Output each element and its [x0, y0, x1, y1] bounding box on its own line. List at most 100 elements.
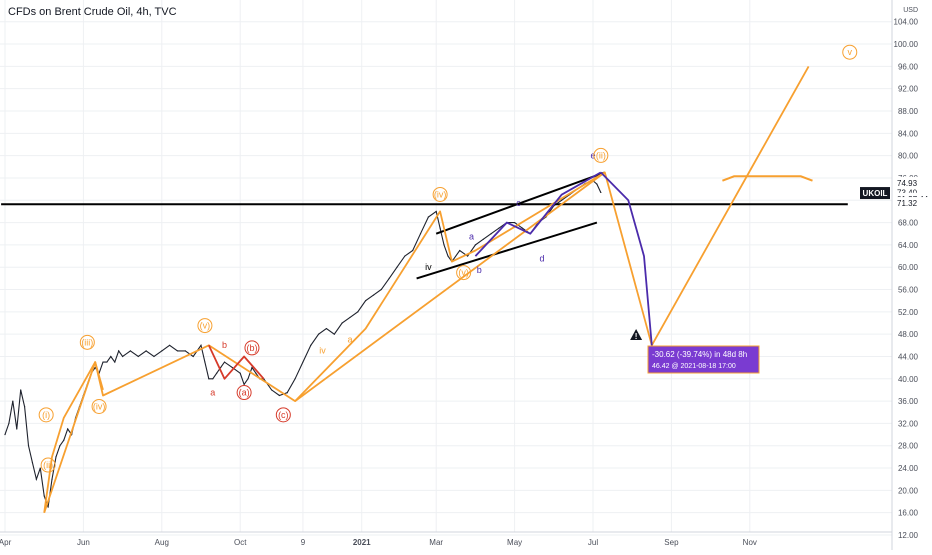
wave-label-text: (a) — [239, 388, 250, 398]
y-tick-label: 80.00 — [898, 152, 919, 161]
wave-label: iv — [319, 346, 326, 356]
red-abc — [207, 344, 265, 380]
price-point — [490, 233, 492, 235]
x-tick-label: May — [507, 538, 522, 547]
price-point — [561, 199, 563, 201]
price-point — [176, 350, 179, 352]
price-point — [110, 355, 112, 358]
y-tick-label: 92.00 — [898, 85, 919, 94]
wave-layer — [1, 65, 848, 513]
price-point — [137, 355, 139, 358]
wave-label: e — [590, 150, 595, 160]
price-point — [59, 445, 61, 447]
x-tick-label: 2021 — [353, 538, 371, 547]
price-point — [106, 361, 108, 363]
wave-label: (v) — [197, 318, 213, 334]
wave-label-circle — [842, 44, 858, 60]
purple-projection — [474, 171, 602, 257]
price-point — [318, 333, 320, 335]
grid-layer — [0, 0, 892, 536]
wave-label: (iii) — [79, 334, 95, 350]
wave-label-text: (iii) — [81, 337, 93, 347]
wave-label-circle — [197, 318, 213, 334]
wave-label-text: b — [477, 265, 482, 275]
wave-label-circle — [275, 407, 291, 423]
price-point — [169, 344, 171, 346]
price-label: 71.32 — [893, 197, 932, 209]
price-point — [216, 372, 218, 374]
price-point — [94, 367, 96, 369]
y-tick-label: 56.00 — [898, 286, 919, 295]
price-point — [208, 378, 210, 380]
y-tick-label: 68.00 — [898, 219, 919, 228]
wave-label-text: e — [590, 150, 595, 160]
price-point — [200, 344, 202, 346]
price-point — [24, 406, 26, 408]
wave-label-text: (i) — [42, 410, 50, 420]
y-tick-label: 100.00 — [894, 40, 919, 49]
purple-drop — [600, 171, 653, 346]
price-point — [310, 344, 312, 346]
price-point — [341, 322, 343, 324]
price-point — [153, 355, 155, 358]
y-tick-label: 84.00 — [898, 129, 919, 138]
price-point — [35, 478, 37, 480]
wave-label-circle — [40, 457, 56, 473]
price-point — [380, 288, 382, 291]
wave-label-circle — [593, 147, 609, 163]
price-point — [419, 233, 422, 235]
price-point — [333, 333, 335, 335]
price-point — [184, 350, 186, 352]
wave-label: (iv) — [432, 186, 448, 202]
y-tick-label: 24.00 — [898, 464, 919, 473]
price-point — [466, 255, 469, 257]
wave-label-circle — [236, 385, 252, 401]
wave-label-text: (b) — [246, 343, 257, 353]
warning-icon: ! — [630, 328, 643, 341]
wave-label: iv — [425, 262, 432, 272]
measure-tooltip: -30.62 (-39.74%) in 48d 8h 46.42 @ 2021-0… — [647, 345, 760, 374]
wave-label: c — [516, 198, 521, 208]
price-label: 74.93 — [893, 176, 932, 188]
y-tick-label: 64.00 — [898, 241, 919, 250]
orange-corrective — [294, 171, 606, 402]
wave-label: b — [477, 265, 482, 275]
measure-tooltip-line1: -30.62 (-39.74%) in 48d 8h — [652, 350, 747, 359]
wave-label-text: (ii) — [596, 150, 606, 160]
price-point — [118, 350, 120, 352]
price-point — [129, 350, 132, 352]
price-point — [67, 428, 69, 430]
wave-label-text: a — [469, 231, 474, 241]
price-point — [204, 361, 206, 363]
price-point — [325, 327, 328, 330]
x-tick-label: Sep — [664, 538, 679, 547]
wave-label-text: a — [210, 388, 215, 398]
y-tick-label: 104.00 — [894, 18, 919, 27]
y-tick-label: 36.00 — [898, 397, 919, 406]
price-label-text: 71.32 — [897, 199, 918, 208]
y-tick-label: 40.00 — [898, 375, 919, 384]
y-tick-label: 32.00 — [898, 419, 919, 428]
wave-label-text: (c) — [278, 410, 289, 420]
symbol-tag: UKOIL — [860, 187, 890, 200]
wave-label-circle — [244, 340, 260, 356]
wave-label: (ii) — [593, 147, 609, 163]
wave-label: a — [210, 388, 215, 398]
price-point — [349, 316, 351, 319]
target-zone — [722, 175, 813, 182]
price-point — [145, 350, 147, 352]
y-tick-label: 28.00 — [898, 442, 919, 451]
price-point — [459, 249, 461, 252]
price-point — [447, 255, 449, 257]
x-tick-label: Jul — [588, 538, 598, 547]
measure-tooltip-bg — [647, 345, 760, 374]
price-point — [31, 461, 34, 464]
price-point — [114, 361, 116, 363]
price-point — [596, 183, 598, 185]
price-point — [8, 422, 10, 425]
price-point — [27, 445, 30, 447]
chart-title: CFDs on Brent Crude Oil, 4h, TVC — [8, 6, 177, 18]
y-tick-label: 52.00 — [898, 308, 919, 317]
